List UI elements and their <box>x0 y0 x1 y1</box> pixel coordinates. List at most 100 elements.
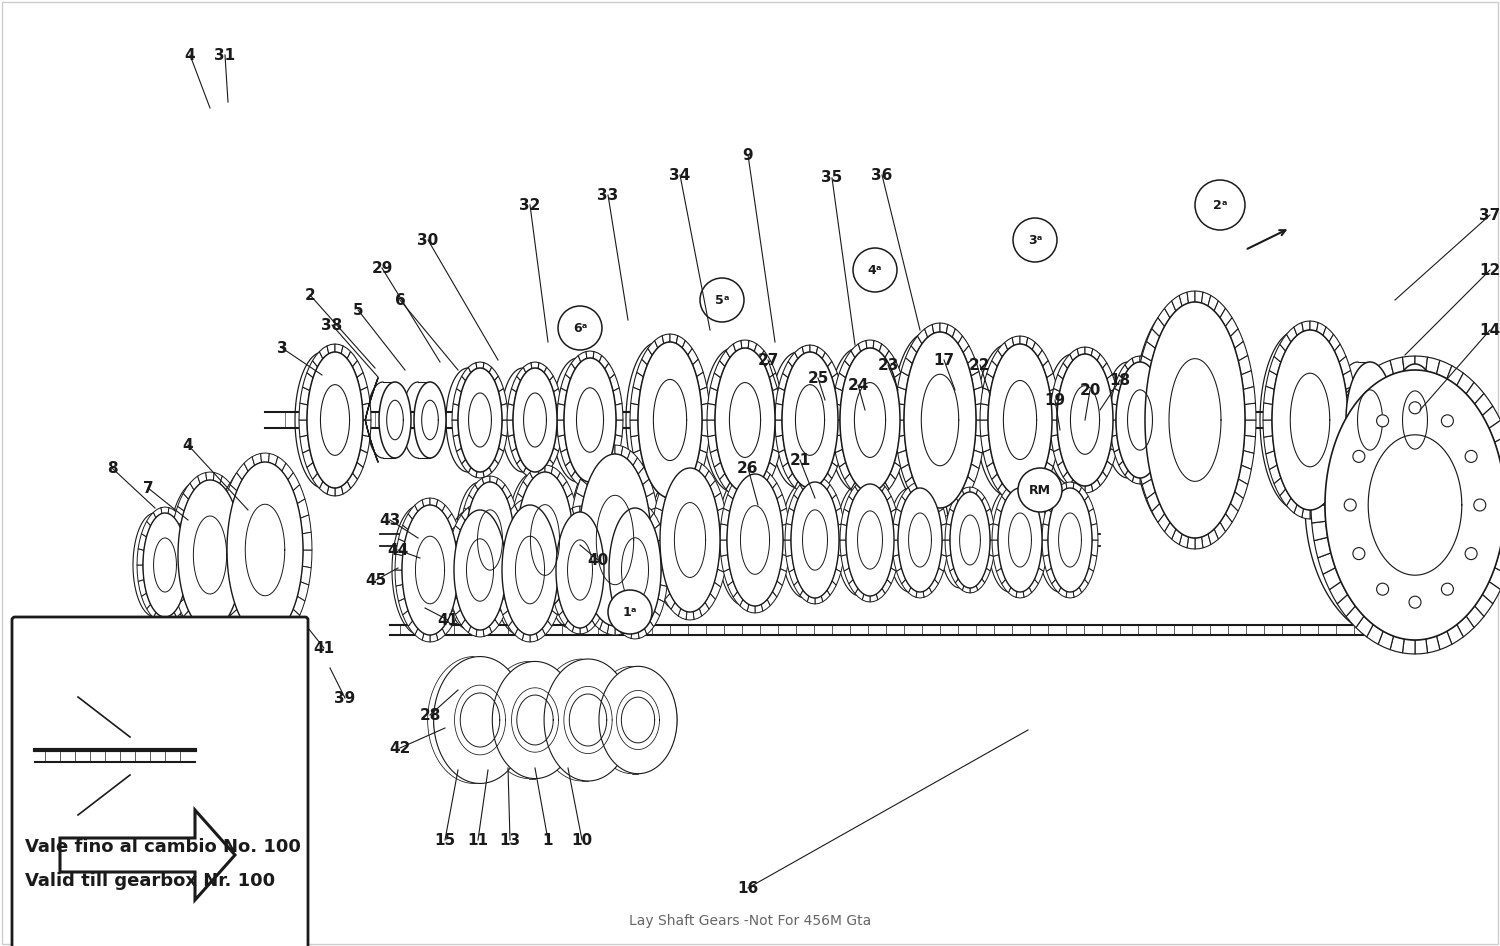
Polygon shape <box>728 581 738 597</box>
Polygon shape <box>592 515 602 529</box>
Polygon shape <box>1318 436 1335 457</box>
Polygon shape <box>670 464 681 478</box>
Polygon shape <box>924 502 933 516</box>
Text: 29: 29 <box>372 260 393 275</box>
Polygon shape <box>882 580 891 594</box>
Polygon shape <box>573 767 584 777</box>
Polygon shape <box>939 554 946 571</box>
Polygon shape <box>1090 480 1100 491</box>
Polygon shape <box>800 590 808 602</box>
Circle shape <box>1196 180 1245 230</box>
Polygon shape <box>714 493 724 511</box>
Polygon shape <box>550 682 561 697</box>
Polygon shape <box>1490 568 1500 589</box>
Polygon shape <box>748 341 756 352</box>
Polygon shape <box>873 341 882 352</box>
Polygon shape <box>1110 403 1118 420</box>
Polygon shape <box>858 341 867 352</box>
Polygon shape <box>570 555 580 572</box>
Polygon shape <box>174 512 183 526</box>
Polygon shape <box>734 474 742 488</box>
Text: 9: 9 <box>742 148 753 163</box>
Polygon shape <box>862 594 870 602</box>
Polygon shape <box>840 524 848 540</box>
Polygon shape <box>778 374 788 391</box>
Text: 2: 2 <box>304 288 315 303</box>
Polygon shape <box>980 420 988 436</box>
Polygon shape <box>651 523 660 540</box>
Polygon shape <box>512 377 520 392</box>
Polygon shape <box>1312 521 1328 541</box>
Polygon shape <box>292 484 304 503</box>
Polygon shape <box>656 493 666 511</box>
Circle shape <box>1353 548 1365 560</box>
Polygon shape <box>231 599 243 617</box>
Polygon shape <box>686 612 694 620</box>
Polygon shape <box>987 360 998 377</box>
Polygon shape <box>170 537 178 555</box>
Polygon shape <box>550 538 560 555</box>
Polygon shape <box>624 501 632 512</box>
Polygon shape <box>453 434 462 451</box>
Polygon shape <box>544 720 554 734</box>
Polygon shape <box>840 463 850 480</box>
Polygon shape <box>183 483 194 499</box>
Polygon shape <box>734 591 742 605</box>
Polygon shape <box>1077 484 1084 493</box>
Polygon shape <box>658 585 668 602</box>
Polygon shape <box>642 479 654 497</box>
Polygon shape <box>500 672 570 768</box>
Polygon shape <box>554 599 562 615</box>
Polygon shape <box>1346 362 1394 478</box>
Polygon shape <box>760 474 771 489</box>
Polygon shape <box>992 350 1002 366</box>
Polygon shape <box>183 611 194 627</box>
Polygon shape <box>1378 360 1394 378</box>
Polygon shape <box>226 483 237 499</box>
Polygon shape <box>447 610 458 626</box>
Polygon shape <box>836 555 844 572</box>
Polygon shape <box>850 482 861 496</box>
Polygon shape <box>531 362 538 369</box>
Polygon shape <box>897 450 909 468</box>
Polygon shape <box>503 505 558 635</box>
Polygon shape <box>654 524 664 541</box>
Text: 36: 36 <box>871 167 892 183</box>
Polygon shape <box>660 570 668 587</box>
Polygon shape <box>740 469 748 481</box>
Polygon shape <box>1312 469 1328 489</box>
Polygon shape <box>982 569 990 583</box>
Polygon shape <box>1234 479 1248 499</box>
Polygon shape <box>1002 579 1011 593</box>
Polygon shape <box>886 496 896 512</box>
Polygon shape <box>610 514 620 529</box>
Polygon shape <box>660 481 670 498</box>
Polygon shape <box>702 420 709 437</box>
Polygon shape <box>433 720 442 734</box>
Polygon shape <box>1138 356 1152 375</box>
Polygon shape <box>476 503 484 511</box>
Polygon shape <box>282 464 294 480</box>
Polygon shape <box>836 435 844 452</box>
Polygon shape <box>693 608 702 620</box>
Polygon shape <box>890 360 900 377</box>
Polygon shape <box>470 581 478 595</box>
Polygon shape <box>1042 524 1048 540</box>
Polygon shape <box>648 341 658 355</box>
Polygon shape <box>833 374 842 391</box>
Polygon shape <box>696 450 706 467</box>
Polygon shape <box>1317 323 1326 336</box>
Polygon shape <box>765 463 776 480</box>
Polygon shape <box>827 484 836 499</box>
Polygon shape <box>1064 354 1072 368</box>
Polygon shape <box>1311 505 1326 523</box>
Polygon shape <box>865 340 874 348</box>
Polygon shape <box>399 598 408 615</box>
Polygon shape <box>536 628 544 640</box>
Polygon shape <box>609 448 619 465</box>
Polygon shape <box>652 555 663 572</box>
Polygon shape <box>552 525 561 542</box>
Polygon shape <box>562 482 573 498</box>
Polygon shape <box>495 610 504 625</box>
Polygon shape <box>882 486 891 500</box>
